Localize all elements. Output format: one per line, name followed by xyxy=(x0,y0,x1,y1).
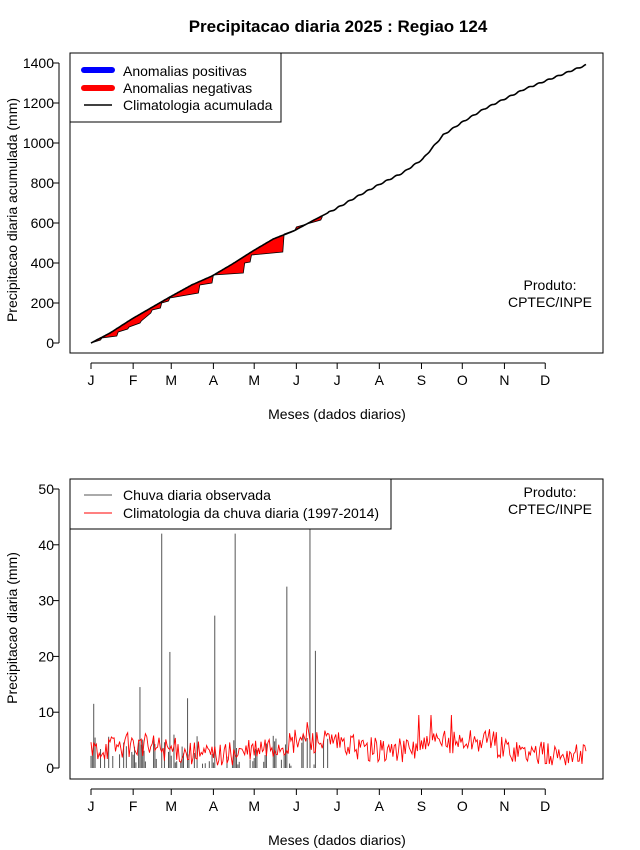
top-x-tick-label: A xyxy=(375,372,385,388)
top-x-tick-label: J xyxy=(293,372,300,388)
bottom-x-tick-label: J xyxy=(293,798,300,814)
climatology-accumulated-path xyxy=(90,63,587,344)
bottom-y-tick-label: 50 xyxy=(38,481,54,497)
bottom-x-tick-label: J xyxy=(334,798,341,814)
bottom-y-axis-label: Precipitacao diaria (mm) xyxy=(4,552,20,704)
top-y-tick-label: 1000 xyxy=(23,135,54,151)
top-y-tick-label: 200 xyxy=(31,295,55,311)
bottom-y-tick-label: 40 xyxy=(38,537,54,553)
top-y-tick-label: 1400 xyxy=(23,55,54,71)
bottom-x-tick-label: D xyxy=(540,798,550,814)
top-y-tick-label: 0 xyxy=(46,335,54,351)
negative-anomaly-polygon xyxy=(90,215,323,344)
observed-daily-bars xyxy=(90,528,329,768)
bottom-x-tick-label: N xyxy=(499,798,509,814)
legend-label-clim-daily: Climatologia da chuva diaria (1997-2014) xyxy=(123,505,379,521)
bottom-y-tick-label: 30 xyxy=(38,593,54,609)
top-x-tick-label: A xyxy=(209,372,219,388)
top-x-tick-label: F xyxy=(129,372,138,388)
daily-panel: 0 10 20 30 40 50 J F M A M J J A S O N D Meses (dados di… xyxy=(4,478,604,848)
climatology-daily-line xyxy=(90,714,587,766)
top-y-tick-label: 800 xyxy=(31,175,55,191)
bottom-x-tick-label: A xyxy=(375,798,385,814)
top-x-tick-label: J xyxy=(334,372,341,388)
top-x-tick-label: M xyxy=(248,372,260,388)
legend-label-negative: Anomalias negativas xyxy=(123,80,252,96)
bottom-x-tick-label: A xyxy=(209,798,219,814)
bottom-x-tick-label: F xyxy=(129,798,138,814)
bottom-y-tick-label: 20 xyxy=(38,648,54,664)
top-y-tick-label: 400 xyxy=(31,255,55,271)
top-annotation-line1: Produto: xyxy=(524,277,577,293)
bottom-x-tick-label: S xyxy=(417,798,426,814)
top-y-tick-label: 1200 xyxy=(23,95,54,111)
bottom-legend: Chuva diaria observada Climatologia da c… xyxy=(69,478,392,530)
top-x-tick-label: D xyxy=(540,372,550,388)
accumulated-panel: 0 200 400 600 800 1000 1200 1400 J F M A M J J A S O N D M… xyxy=(4,52,604,422)
top-plot-frame xyxy=(69,52,604,354)
top-x-tick-label: J xyxy=(88,372,95,388)
bottom-annotation-line1: Produto: xyxy=(524,484,577,500)
bottom-annotation-line2: CPTEC/INPE xyxy=(508,501,592,517)
top-legend: Anomalias positivas Anomalias negativas … xyxy=(69,52,282,123)
bottom-x-tick-label: J xyxy=(88,798,95,814)
top-x-axis-label: Meses (dados diarios) xyxy=(268,406,406,422)
top-x-tick-label: O xyxy=(457,372,468,388)
top-annotation-line2: CPTEC/INPE xyxy=(508,294,592,310)
bottom-legend-box xyxy=(69,478,392,530)
bottom-y-axis: 0 10 20 30 40 50 xyxy=(38,481,60,776)
bottom-y-tick-label: 10 xyxy=(38,704,54,720)
negative-anomaly-area xyxy=(90,215,323,344)
bottom-x-axis-label: Meses (dados diarios) xyxy=(268,832,406,848)
top-y-axis: 0 200 400 600 800 1000 1200 1400 xyxy=(23,55,60,351)
top-x-tick-label: N xyxy=(499,372,509,388)
legend-label-observed: Chuva diaria observada xyxy=(123,487,271,503)
legend-label-positive: Anomalias positivas xyxy=(123,63,247,79)
bottom-x-tick-label: M xyxy=(248,798,260,814)
legend-label-climatology: Climatologia acumulada xyxy=(123,97,273,113)
top-y-tick-label: 600 xyxy=(31,215,55,231)
top-x-tick-label: S xyxy=(417,372,426,388)
climatology-accumulated-line xyxy=(90,63,587,344)
bottom-x-tick-label: M xyxy=(165,798,177,814)
climatology-daily-path xyxy=(90,714,587,766)
figure-title: Precipitacao diaria 2025 : Regiao 124 xyxy=(189,17,488,36)
bottom-y-tick-label: 0 xyxy=(46,760,54,776)
top-x-tick-label: M xyxy=(165,372,177,388)
bottom-x-tick-label: O xyxy=(457,798,468,814)
top-y-axis-label: Precipitacao diaria acumulada (mm) xyxy=(4,98,20,322)
